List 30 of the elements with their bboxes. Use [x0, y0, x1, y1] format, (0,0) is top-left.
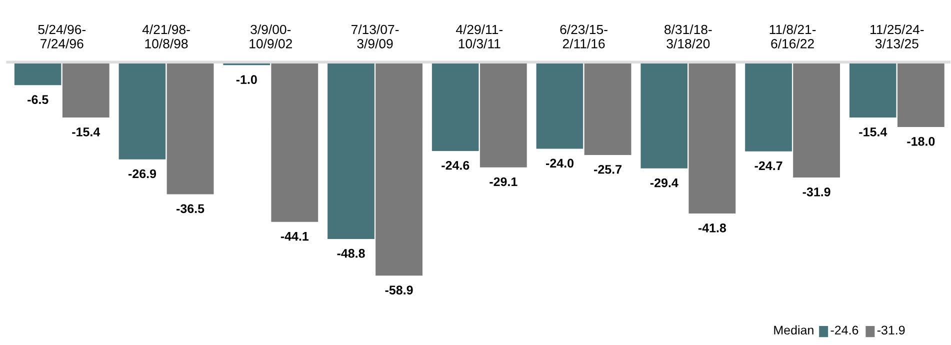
data-label: -36.5 — [176, 204, 204, 214]
data-label: -31.9 — [802, 187, 830, 196]
x-tick-label: 3/9/00- 10/9/02 — [250, 24, 292, 48]
data-label: -48.8 — [337, 248, 365, 258]
data-label: -41.8 — [698, 223, 726, 232]
data-label: -44.1 — [280, 232, 309, 241]
data-label: -24.0 — [546, 158, 574, 168]
x-tick-label: 4/21/98- 10/8/98 — [142, 24, 190, 48]
data-label: -29.1 — [490, 177, 518, 186]
x-tick-label: 8/31/18- 3/18/20 — [664, 24, 712, 48]
data-label: -29.4 — [650, 178, 678, 188]
data-label: -15.4 — [72, 128, 100, 136]
data-label: -25.7 — [594, 164, 622, 174]
text: Median — [774, 325, 814, 335]
data-label: -18.0 — [907, 136, 935, 146]
x-tick-label: 4/29/11- 10/3/11 — [456, 24, 503, 48]
x-tick-label: 11/8/21- 6/16/22 — [770, 24, 816, 48]
x-tick-label: 7/13/07- 3/9/09 — [351, 24, 399, 48]
data-label: -26.9 — [128, 169, 156, 178]
text: -31.9 — [877, 326, 905, 335]
data-label: -24.6 — [442, 160, 470, 170]
text: -24.6 — [830, 326, 858, 335]
data-label: -15.4 — [859, 128, 888, 136]
data-label: -6.5 — [28, 95, 48, 104]
data-label: -24.7 — [754, 161, 782, 170]
data-label: -1.0 — [236, 75, 257, 84]
data-label: -58.9 — [385, 286, 413, 295]
x-tick-label: 5/24/96- 7/24/96 — [38, 24, 86, 48]
x-tick-label: 6/23/15- 2/11/16 — [560, 24, 608, 48]
x-tick-label: 11/25/24- 3/13/25 — [870, 24, 924, 48]
